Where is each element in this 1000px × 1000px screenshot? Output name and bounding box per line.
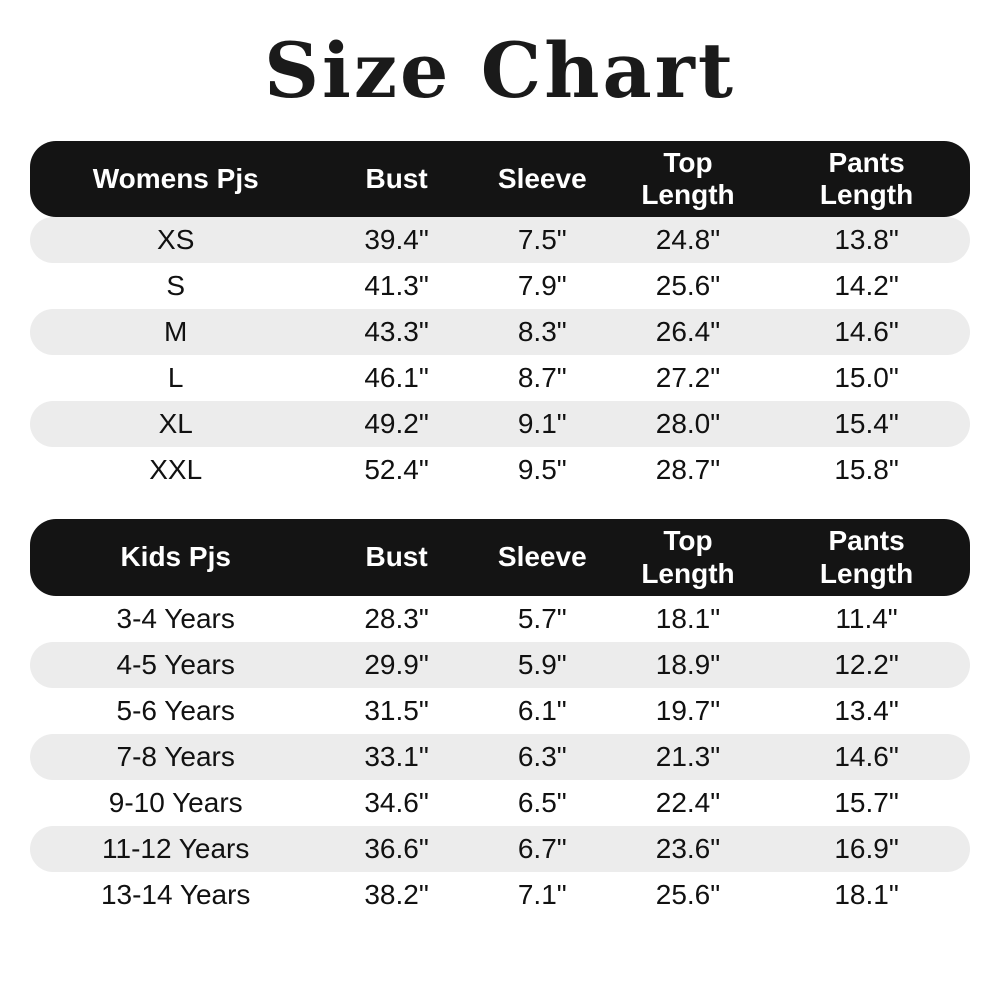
measurement-value: 28.0" — [655, 408, 721, 440]
size-label: 9-10 Years — [108, 786, 243, 818]
column-header: Kids Pjs — [120, 541, 231, 573]
size-label: XXL — [149, 454, 203, 486]
column-header: Sleeve — [497, 541, 587, 573]
column-header: Bust — [365, 541, 428, 573]
measurement-value: 13.4" — [834, 694, 899, 726]
size-chart-page: Size Chart Womens Pjs Bust Sleeve Top Lengt… — [30, 0, 970, 918]
measurement-value: 15.7" — [834, 786, 899, 818]
measurement-value: 8.3" — [517, 316, 567, 348]
measurement-value: 7.5" — [517, 224, 567, 256]
measurement-value: 6.3" — [517, 740, 567, 772]
measurement-value: 15.4" — [834, 408, 899, 440]
measurement-value: 52.4" — [364, 454, 429, 486]
size-label: 13-14 Years — [100, 878, 251, 910]
column-header: Top Length — [641, 147, 735, 211]
measurement-value: 5.9" — [517, 648, 567, 680]
womens-table-header: Womens Pjs Bust Sleeve Top Length Pants Leng… — [30, 141, 970, 218]
measurement-value: 18.1" — [834, 878, 899, 910]
measurement-value: 26.4" — [655, 316, 721, 348]
table-row: 7-8 Years 33.1" 6.3" 21.3" 14.6" — [30, 733, 970, 780]
measurement-value: 28.3" — [364, 602, 429, 634]
measurement-value: 18.1" — [655, 602, 721, 634]
table-row: XXL 52.4" 9.5" 28.7" 15.8" — [30, 447, 970, 494]
table-row: 11-12 Years 36.6" 6.7" 23.6" 16.9" — [30, 825, 970, 872]
size-label: 7-8 Years — [116, 740, 235, 772]
measurement-value: 13.8" — [834, 224, 899, 256]
measurement-value: 29.9" — [364, 648, 429, 680]
measurement-value: 14.2" — [834, 270, 899, 302]
measurement-value: 15.0" — [834, 362, 899, 394]
size-label: 4-5 Years — [116, 648, 235, 680]
measurement-value: 46.1" — [364, 362, 429, 394]
measurement-value: 9.5" — [517, 454, 567, 486]
table-row: L 46.1" 8.7" 27.2" 15.0" — [30, 355, 970, 402]
measurement-value: 28.7" — [655, 454, 721, 486]
table-row: 13-14 Years 38.2" 7.1" 25.6" 18.1" — [30, 871, 970, 918]
measurement-value: 31.5" — [364, 694, 429, 726]
size-label: L — [167, 362, 184, 394]
column-header: Bust — [365, 163, 428, 195]
measurement-value: 5.7" — [517, 602, 567, 634]
measurement-value: 8.7" — [517, 362, 567, 394]
measurement-value: 25.6" — [655, 270, 721, 302]
measurement-value: 15.8" — [834, 454, 899, 486]
womens-size-table: Womens Pjs Bust Sleeve Top Length Pants Leng… — [30, 141, 970, 494]
measurement-value: 38.2" — [364, 878, 429, 910]
measurement-value: 34.6" — [364, 786, 429, 818]
measurement-value: 18.9" — [655, 648, 721, 680]
measurement-value: 16.9" — [834, 832, 899, 864]
measurement-value: 14.6" — [834, 740, 899, 772]
measurement-value: 23.6" — [655, 832, 721, 864]
measurement-value: 33.1" — [364, 740, 429, 772]
measurement-value: 25.6" — [655, 878, 721, 910]
size-label: XL — [158, 408, 193, 440]
size-label: S — [166, 270, 186, 302]
measurement-value: 39.4" — [364, 224, 429, 256]
womens-table-body: XS 39.4" 7.5" 24.8" 13.8" S 41.3" 7.9" 25.6" 14.2… — [30, 217, 970, 494]
measurement-value: 41.3" — [364, 270, 429, 302]
kids-size-table: Kids Pjs Bust Sleeve Top Length Pants Length… — [30, 519, 970, 918]
size-label: 5-6 Years — [116, 694, 235, 726]
kids-table-header: Kids Pjs Bust Sleeve Top Length Pants Length — [30, 519, 970, 596]
column-header: Womens Pjs — [92, 163, 259, 195]
measurement-value: 21.3" — [655, 740, 721, 772]
table-row: 9-10 Years 34.6" 6.5" 22.4" 15.7" — [30, 779, 970, 826]
measurement-value: 7.9" — [517, 270, 567, 302]
measurement-value: 6.1" — [517, 694, 567, 726]
measurement-value: 36.6" — [364, 832, 429, 864]
page-title: Size Chart — [264, 26, 736, 115]
table-row: 5-6 Years 31.5" 6.1" 19.7" 13.4" — [30, 687, 970, 734]
column-header: Sleeve — [497, 163, 587, 195]
column-header: Pants Length — [819, 525, 914, 589]
table-row: XL 49.2" 9.1" 28.0" 15.4" — [30, 401, 970, 448]
kids-table-body: 3-4 Years 28.3" 5.7" 18.1" 11.4" 4-5 Years 29.… — [30, 595, 970, 918]
table-row: XS 39.4" 7.5" 24.8" 13.8" — [30, 217, 970, 264]
column-header: Top Length — [641, 525, 735, 589]
measurement-value: 6.7" — [517, 832, 567, 864]
measurement-value: 7.1" — [517, 878, 567, 910]
measurement-value: 14.6" — [834, 316, 899, 348]
measurement-value: 43.3" — [364, 316, 429, 348]
size-label: M — [164, 316, 188, 348]
measurement-value: 11.4" — [835, 602, 898, 634]
measurement-value: 24.8" — [655, 224, 721, 256]
measurement-value: 12.2" — [834, 648, 899, 680]
table-row: S 41.3" 7.9" 25.6" 14.2" — [30, 263, 970, 310]
table-row: 3-4 Years 28.3" 5.7" 18.1" 11.4" — [30, 595, 970, 642]
size-label: 11-12 Years — [102, 832, 250, 864]
measurement-value: 49.2" — [364, 408, 429, 440]
table-row: 4-5 Years 29.9" 5.9" 18.9" 12.2" — [30, 641, 970, 688]
measurement-value: 6.5" — [517, 786, 567, 818]
measurement-value: 19.7" — [655, 694, 721, 726]
measurement-value: 27.2" — [655, 362, 721, 394]
column-header: Pants Length — [819, 147, 914, 211]
size-label: XS — [157, 224, 195, 256]
measurement-value: 9.1" — [517, 408, 567, 440]
size-label: 3-4 Years — [116, 602, 235, 634]
table-row: M 43.3" 8.3" 26.4" 14.6" — [30, 309, 970, 356]
measurement-value: 22.4" — [655, 786, 721, 818]
